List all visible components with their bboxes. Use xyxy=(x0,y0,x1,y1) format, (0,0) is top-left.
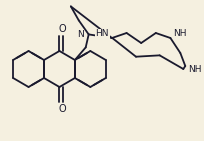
Text: NH: NH xyxy=(173,29,186,38)
Text: O: O xyxy=(58,104,66,114)
Text: N: N xyxy=(77,30,83,39)
Text: HN: HN xyxy=(95,29,109,38)
Text: O: O xyxy=(58,24,66,34)
Text: NH: NH xyxy=(187,64,201,73)
